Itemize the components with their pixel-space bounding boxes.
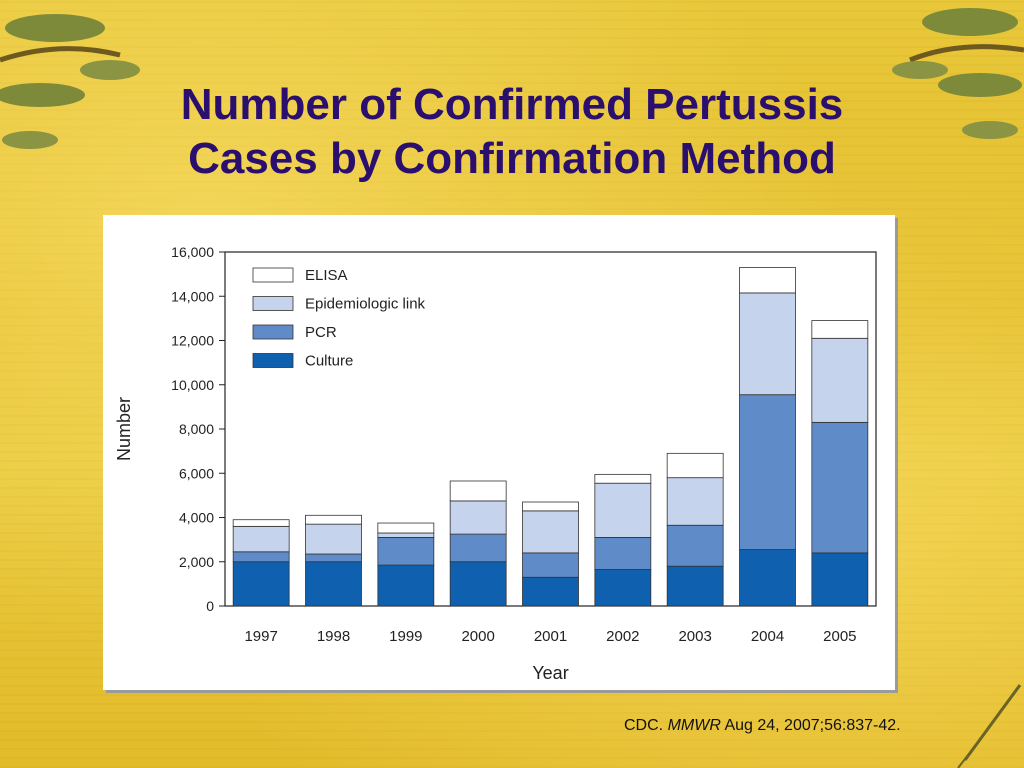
y-tick-label: 10,000 (171, 377, 214, 393)
legend-swatch (252, 353, 294, 368)
bar-segment-pcr (449, 533, 507, 563)
bar-segment-culture (811, 552, 869, 607)
bar-segment-culture (377, 564, 435, 607)
legend-label: Epidemiologic link (305, 296, 426, 313)
title-line-1: Number of Confirmed Pertussis (180, 80, 844, 129)
citation-suffix: Aug 24, 2007;56:837-42. (720, 717, 901, 734)
legend-swatch (252, 267, 294, 283)
bar-segment-pcr (232, 551, 290, 563)
x-tick-label: 2003 (678, 628, 711, 645)
x-tick-label: 2000 (461, 628, 494, 645)
citation: CDC. MMWR Aug 24, 2007;56:837-42. (624, 717, 901, 735)
bar-segment-culture (594, 569, 652, 607)
title-line-2: Cases by Confirmation Method (188, 134, 836, 183)
bar-segment-pcr (594, 537, 652, 570)
chart-panel: 0 2,000 4,000 6,000 8,000 10,000 12,000 14,000 1… (103, 215, 895, 690)
bar-segment-epidemiologic-link (811, 337, 869, 423)
bar-segment-epidemiologic-link (449, 500, 507, 535)
pine-branch-top-right-icon (892, 8, 1024, 139)
bar-segment-culture (449, 561, 507, 607)
bar-segment-epidemiologic-link (594, 482, 652, 538)
legend-swatch (252, 324, 294, 340)
bar-segment-epidemiologic-link (232, 525, 290, 553)
x-tick-label: 1999 (389, 628, 422, 645)
y-tick-label: 4,000 (179, 510, 214, 526)
bar-segment-pcr (305, 553, 362, 563)
bar-segment-pcr (739, 394, 796, 550)
y-tick-label: 12,000 (171, 333, 214, 349)
bar-segment-epidemiologic-link (739, 292, 796, 396)
bar-segment-elisa (305, 514, 362, 525)
y-tick-label: 0 (206, 598, 214, 614)
bar-segment-elisa (739, 267, 796, 294)
bar-segment-pcr (522, 552, 579, 578)
x-tick-label: 2002 (606, 628, 639, 645)
legend-label: ELISA (305, 267, 348, 284)
legend-swatch (252, 296, 294, 311)
bar-segment-elisa (232, 519, 290, 527)
bar-segment-elisa (449, 480, 507, 502)
y-tick-label: 16,000 (171, 244, 214, 260)
bar-segment-pcr (666, 524, 724, 567)
bar-segment-culture (666, 565, 724, 607)
bar-segment-elisa (811, 320, 869, 339)
stacked-bar-chart: 0 2,000 4,000 6,000 8,000 10,000 12,000 14,000 1… (114, 244, 877, 683)
bar-segment-epidemiologic-link (666, 477, 724, 526)
bar-segment-elisa (522, 501, 579, 512)
bar-segment-epidemiologic-link (377, 532, 435, 538)
x-tick-label: 2001 (534, 628, 567, 645)
bar-segment-elisa (594, 473, 652, 484)
bar-segment-epidemiologic-link (522, 510, 579, 554)
x-tick-label: 1997 (244, 628, 277, 645)
bar-segment-culture (232, 561, 290, 607)
y-axis-label: Number (114, 397, 134, 461)
citation-prefix: CDC. (624, 717, 668, 734)
bar-segment-pcr (377, 537, 435, 566)
y-tick-label: 14,000 (171, 288, 214, 304)
bamboo-stroke-icon (957, 684, 1022, 768)
x-axis-label: Year (532, 663, 568, 683)
y-tick-label: 8,000 (179, 421, 214, 437)
bar-segment-elisa (666, 452, 724, 479)
bar-segment-culture (305, 561, 362, 607)
bar-segment-culture (739, 549, 796, 607)
pine-branch-top-left-icon (0, 14, 140, 149)
bar-segment-elisa (377, 522, 435, 534)
x-tick-label: 1998 (317, 628, 350, 645)
citation-journal: MMWR (667, 717, 721, 734)
bar-segment-culture (522, 576, 579, 607)
slide-title: Number of Confirmed Pertussis Cases by C… (0, 78, 1024, 186)
bar-segment-epidemiologic-link (305, 523, 362, 555)
x-tick-label: 2005 (823, 628, 856, 645)
x-tick-label: 2004 (751, 628, 784, 645)
y-tick-label: 2,000 (179, 554, 214, 570)
bar-segment-pcr (811, 421, 869, 554)
y-tick-label: 6,000 (179, 465, 214, 481)
legend-label: Culture (305, 353, 353, 370)
legend-label: PCR (305, 324, 337, 341)
